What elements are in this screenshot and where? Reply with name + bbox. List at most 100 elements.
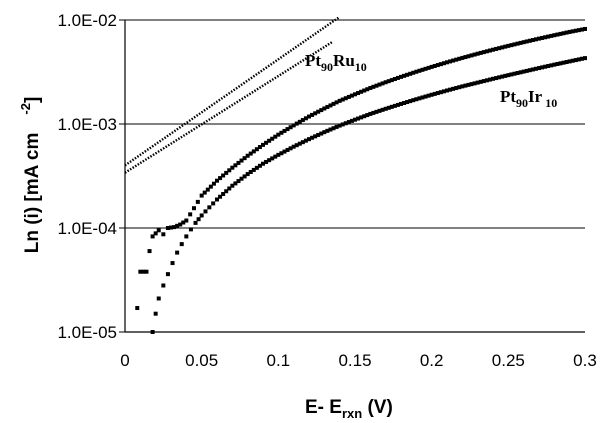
data-point-series-0	[512, 42, 517, 47]
data-point-series-0	[199, 193, 204, 198]
data-point-series-1	[576, 57, 581, 62]
data-point-series-1	[441, 89, 446, 94]
data-point-series-1	[445, 88, 449, 93]
data-point-series-1	[438, 90, 443, 95]
data-point-series-0	[349, 93, 354, 98]
data-point-series-1	[567, 59, 572, 64]
data-point-series-0	[500, 45, 505, 50]
data-point-series-1	[543, 64, 548, 69]
data-point-series-0	[371, 84, 376, 89]
data-point-series-1	[564, 60, 569, 65]
data-point-series-0	[156, 228, 161, 233]
data-point-series-0	[503, 44, 508, 49]
data-point-series-0	[172, 225, 177, 230]
data-point-series-0	[518, 40, 523, 45]
data-point-series-1	[203, 209, 208, 214]
data-point-series-1	[356, 116, 361, 121]
x-tick-label: 0.3	[573, 351, 597, 370]
data-point-series-1	[340, 122, 345, 127]
data-point-series-1	[365, 113, 370, 118]
x-tick-label: 0	[120, 351, 129, 370]
data-point-series-0	[521, 40, 526, 45]
data-point-series-0	[356, 91, 361, 96]
data-point-series-1	[509, 72, 514, 77]
data-point-series-1	[524, 68, 529, 73]
data-point-series-1	[540, 65, 545, 70]
data-point-series-1	[310, 135, 315, 140]
data-point-series-1	[374, 109, 379, 114]
data-point-series-0	[558, 31, 563, 36]
data-point-series-1	[325, 128, 330, 133]
data-point-series-1	[218, 194, 223, 199]
data-point-series-1	[386, 105, 391, 110]
data-point-series-0	[552, 33, 557, 38]
data-point-series-0	[543, 35, 548, 40]
data-point-series-0	[491, 47, 495, 52]
data-point-series-1	[460, 84, 465, 89]
data-point-series-1	[533, 66, 538, 71]
data-point-series-1	[207, 205, 212, 210]
data-point-series-0	[573, 28, 578, 33]
data-point-series-0	[420, 67, 425, 72]
data-point-series-1	[221, 191, 226, 196]
data-point-series-0	[184, 218, 189, 223]
tick-labels: 1.0E-05 1.0E-04 1.0E-03 1.0E-02 0 0.05 0.1 0.15…	[57, 11, 596, 370]
data-point-series-0	[245, 153, 250, 158]
data-point-series-1	[279, 151, 284, 156]
data-point-series-1	[245, 172, 250, 177]
data-point-series-1	[337, 123, 342, 128]
data-point-series-1	[435, 91, 440, 96]
data-point-series-0	[466, 54, 471, 59]
data-point-series-1	[395, 102, 400, 107]
data-point-series-1	[276, 152, 281, 157]
data-point-series-0	[549, 33, 554, 38]
data-point-series-1	[285, 147, 290, 152]
data-point-series-1	[408, 99, 413, 104]
data-point-series-0	[579, 27, 584, 32]
data-point-series-0	[251, 149, 256, 154]
x-axis-title: E- Erxn (V)	[305, 397, 393, 421]
data-point-series-1	[454, 86, 459, 91]
data-point-series-1	[331, 126, 336, 131]
data-point-series-0	[564, 30, 569, 35]
data-point-series-1	[558, 61, 563, 66]
data-point-series-0	[417, 68, 422, 73]
data-point-series-1	[236, 179, 241, 184]
data-point-series-0	[484, 49, 489, 54]
data-point-series-0	[441, 61, 446, 66]
data-point-series-1	[215, 197, 219, 202]
data-point-series-1	[248, 170, 253, 175]
data-point-series-0	[546, 34, 551, 39]
series-label-pt90ru10: Pt90Ru10	[305, 51, 367, 74]
data-point-series-1	[573, 58, 578, 63]
data-point-series-0	[138, 269, 143, 274]
data-point-series-0	[438, 62, 443, 67]
data-point-series-0	[334, 100, 339, 105]
data-point-series-1	[389, 104, 394, 109]
data-point-series-0	[227, 168, 232, 173]
data-point-series-1	[291, 144, 296, 149]
data-point-series-0	[319, 108, 324, 113]
data-point-series-0	[555, 32, 560, 37]
data-point-series-1	[322, 130, 327, 135]
data-point-series-0	[340, 97, 345, 102]
data-point-series-1	[494, 76, 499, 81]
data-point-series-1	[466, 82, 471, 87]
axes	[119, 19, 585, 333]
data-point-series-0	[242, 156, 247, 161]
data-point-series-1	[264, 159, 269, 164]
data-point-series-1	[423, 94, 428, 99]
data-point-series-1	[546, 64, 551, 69]
data-point-series-1	[392, 103, 397, 108]
data-point-series-0	[497, 46, 502, 51]
data-point-series-0	[322, 106, 327, 111]
data-point-series-0	[224, 170, 229, 175]
data-point-series-1	[261, 161, 265, 166]
data-point-series-1	[165, 272, 170, 277]
data-point-series-1	[469, 82, 474, 87]
data-point-series-1	[239, 176, 244, 181]
data-point-series-0	[279, 130, 284, 135]
data-point-series-0	[487, 48, 492, 53]
data-point-series-1	[537, 66, 541, 71]
data-point-series-0	[316, 109, 321, 114]
